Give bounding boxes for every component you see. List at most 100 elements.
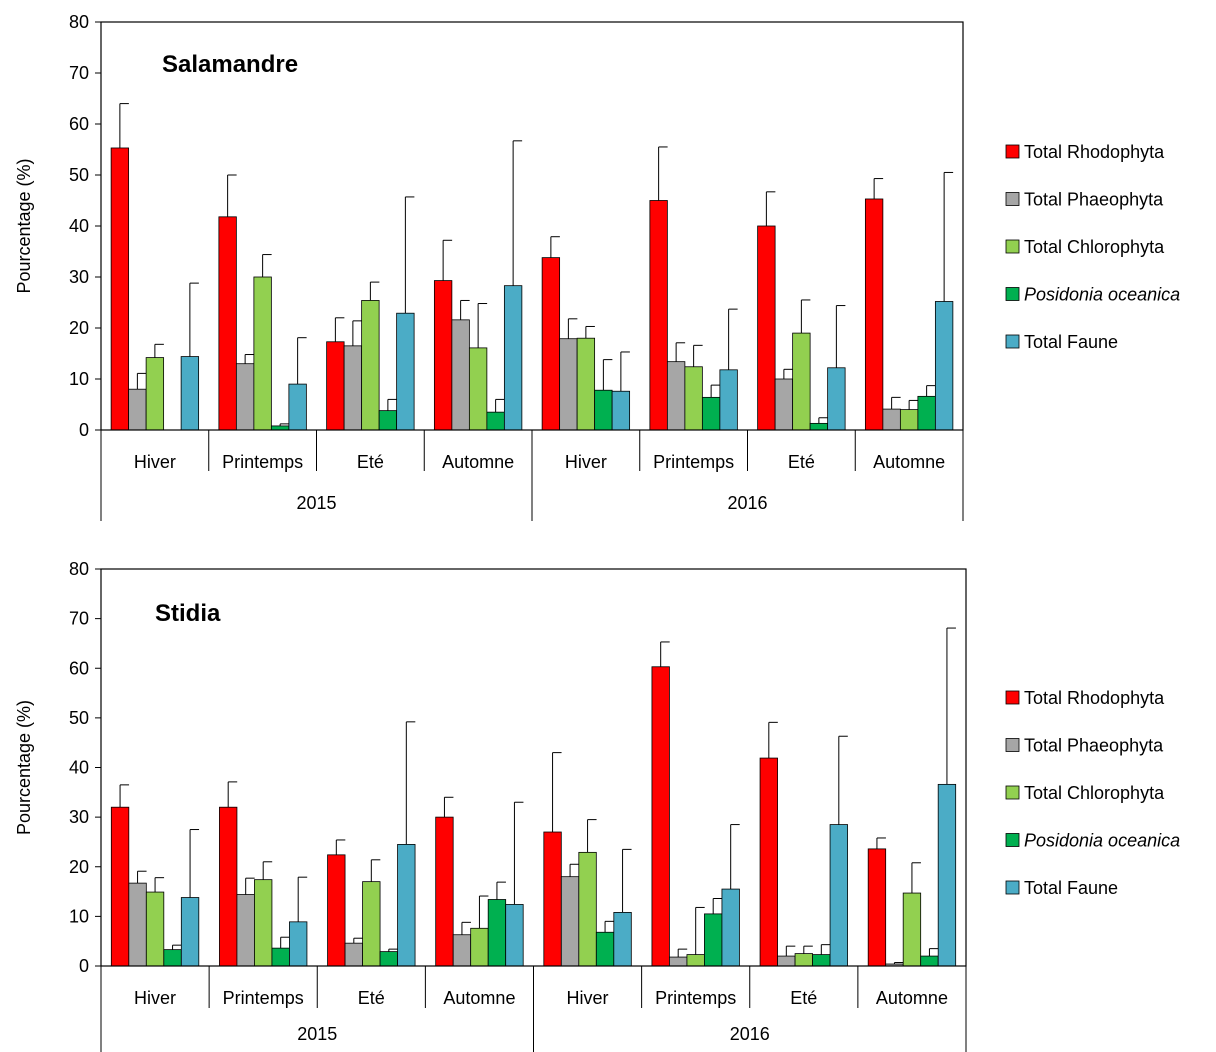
bar (145, 891, 165, 967)
x-category-label: Hiver (565, 452, 607, 472)
bar (343, 345, 363, 431)
bar (576, 337, 596, 431)
bar (218, 216, 237, 431)
y-tick-label: 40 (69, 216, 89, 236)
bar (719, 369, 738, 431)
y-tick-label: 40 (69, 758, 89, 778)
x-category-label: Automne (876, 988, 948, 1008)
bar (541, 257, 561, 431)
bar (236, 894, 255, 967)
bar (505, 904, 524, 967)
bar (827, 367, 846, 431)
bar (110, 147, 130, 431)
y-tick-label: 20 (69, 318, 89, 338)
legend-swatch (1005, 785, 1020, 800)
chart-title: Stidia (155, 600, 221, 627)
bar (327, 854, 346, 967)
bar (882, 408, 901, 431)
x-group-label: 2015 (297, 1024, 337, 1044)
bar (899, 409, 919, 431)
y-tick-label: 20 (69, 857, 89, 877)
bar (666, 361, 686, 431)
chart-panel-2: 0 10 20 30 40 50 60 70 80 Pourcentage (%) Stidia Hi… (14, 559, 1180, 1052)
bar (812, 954, 831, 967)
x-category-label: Automne (873, 452, 945, 472)
x-category-label: Printemps (655, 988, 736, 1008)
bar (613, 912, 632, 967)
y-tick-label: 0 (79, 420, 89, 440)
bar (163, 949, 182, 967)
bar (686, 954, 705, 967)
bar (721, 888, 740, 967)
bar (649, 200, 668, 431)
bar (669, 956, 688, 967)
bar (543, 831, 562, 967)
bar (937, 783, 957, 967)
y-tick-label: 70 (69, 63, 89, 83)
x-group-label: 2016 (730, 1024, 770, 1044)
bar (829, 824, 848, 967)
legend: Total Rhodophyta Total Phaeophyta Total Ch… (1005, 142, 1180, 352)
legend-label: Total Faune (1024, 878, 1118, 898)
y-tick-label: 50 (69, 708, 89, 728)
bar (468, 347, 488, 431)
x-category-label: Eté (790, 988, 817, 1008)
bar (326, 341, 345, 431)
bar (180, 356, 200, 431)
x-category-label: Hiver (134, 988, 176, 1008)
bar (361, 300, 380, 431)
legend-label: Total Rhodophyta (1024, 142, 1165, 162)
bar (578, 851, 597, 967)
y-tick-label: 10 (69, 906, 89, 926)
bar (486, 411, 505, 431)
bar (917, 395, 936, 431)
bar (920, 955, 939, 967)
bar (145, 357, 165, 431)
bar (934, 301, 954, 431)
bar (701, 396, 721, 431)
bar (794, 953, 813, 967)
x-category-label: Eté (788, 452, 815, 472)
y-tick-label: 80 (69, 559, 89, 579)
y-axis-label: Pourcentage (%) (14, 158, 34, 293)
x-category-label: Automne (442, 452, 514, 472)
bar (594, 389, 613, 431)
bar (560, 876, 580, 967)
bar (289, 921, 308, 967)
legend: Total Rhodophyta Total Phaeophyta Total Ch… (1005, 688, 1180, 898)
bar (867, 848, 887, 967)
legend-label: Total Faune (1024, 332, 1118, 352)
y-tick-label: 30 (69, 267, 89, 287)
x-category-label: Eté (357, 452, 384, 472)
legend-swatch (1005, 690, 1020, 705)
x-category-label: Hiver (134, 452, 176, 472)
x-category-label: Hiver (567, 988, 609, 1008)
bar (362, 881, 381, 967)
y-tick-label: 60 (69, 658, 89, 678)
bar (487, 899, 507, 967)
bar (470, 927, 489, 967)
bar (180, 897, 200, 967)
bar (777, 955, 796, 967)
legend-swatch (1005, 880, 1020, 895)
bar (396, 312, 415, 431)
legend-label: Total Chlorophyta (1024, 783, 1165, 803)
chart-panel-1: 0 10 20 30 40 50 60 70 80 Pourcentage (%) Salamand… (14, 12, 1180, 521)
y-axis-label: Pourcentage (%) (14, 700, 34, 835)
legend-label: Posidonia oceanica (1024, 285, 1180, 305)
legend-swatch (1005, 738, 1020, 752)
bar (864, 198, 884, 431)
x-category-label: Automne (443, 988, 515, 1008)
bar (684, 366, 703, 431)
bar (271, 947, 290, 967)
bar (378, 410, 398, 431)
bar (452, 934, 472, 967)
legend-swatch (1005, 833, 1020, 847)
legend-swatch (1005, 239, 1020, 254)
bar (253, 276, 272, 431)
legend-label: Total Phaeophyta (1024, 736, 1164, 756)
bar (288, 383, 307, 431)
legend-label: Total Rhodophyta (1024, 688, 1165, 708)
y-tick-label: 70 (69, 609, 89, 629)
